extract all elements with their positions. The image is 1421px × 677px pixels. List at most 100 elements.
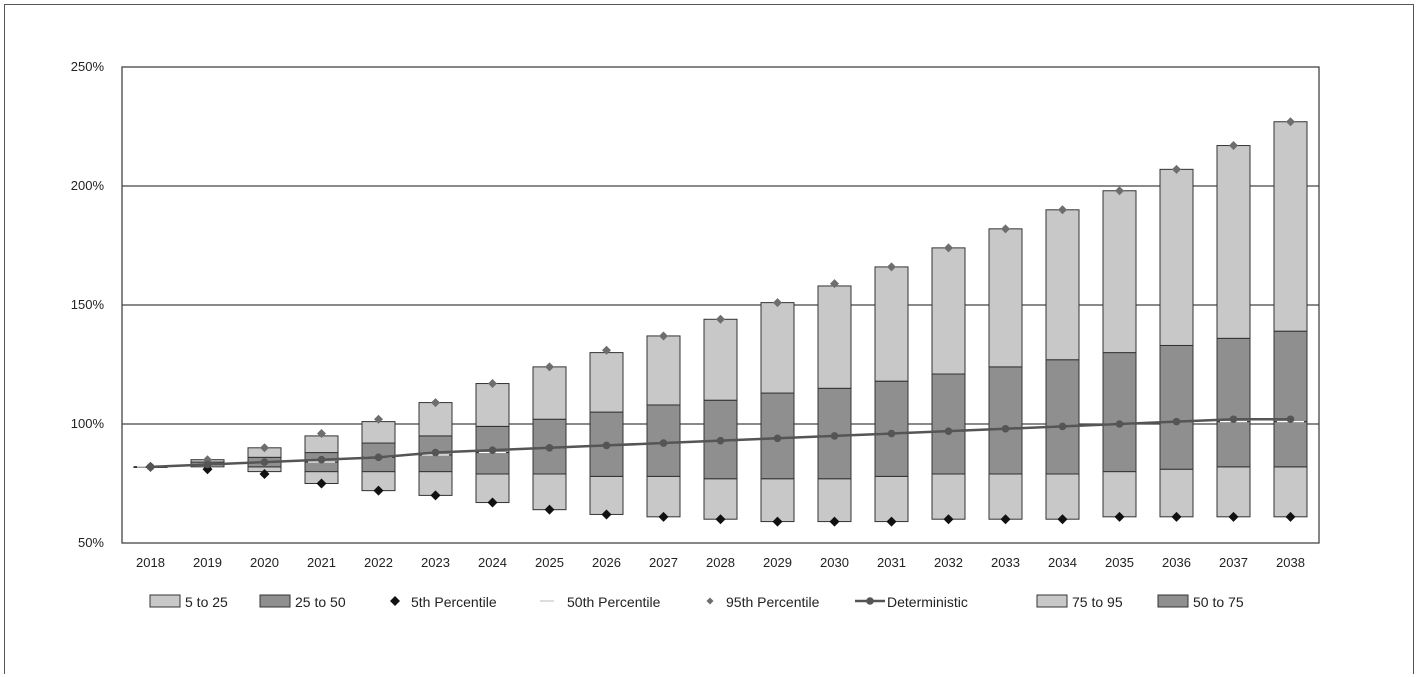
p95-marker: [431, 398, 440, 408]
band-25-50-bar: [304, 461, 339, 473]
band-25-50-bar: [1102, 423, 1137, 473]
p95-marker: [1172, 164, 1181, 174]
band-75-95-bar: [646, 335, 681, 406]
x-tick-label: 2036: [1162, 555, 1191, 570]
band-75-95-bar: [532, 366, 567, 420]
band-75-95-bar: [1273, 121, 1308, 332]
band-5-25-bar: [1045, 473, 1080, 520]
bars: [133, 121, 1308, 523]
band-75-95-bar: [361, 421, 396, 444]
p95-marker: [545, 362, 554, 372]
x-tick-label: 2032: [934, 555, 963, 570]
band-50-75-bar: [1159, 344, 1194, 423]
x-tick-label: 2034: [1048, 555, 1077, 570]
band-50-75-bar: [532, 418, 567, 449]
p5-marker: [772, 516, 783, 527]
p95-marker: [716, 314, 725, 324]
legend-swatch: [1036, 594, 1068, 608]
legend-label: 75 to 95: [1072, 594, 1123, 610]
p95-marker: [887, 262, 896, 272]
band-25-50-bar: [703, 440, 738, 480]
band-5-25-bar: [1216, 466, 1251, 518]
legend-swatch: [149, 594, 181, 608]
p5-marker: [430, 490, 441, 501]
deterministic-point: [374, 453, 383, 462]
band-5-25-bar: [1159, 468, 1194, 518]
p95-marker: [773, 298, 782, 308]
band-25-50-bar: [1159, 421, 1194, 470]
band-50-75-bar: [589, 411, 624, 446]
p95-marker: [602, 345, 611, 355]
band-5-25-bar: [874, 475, 909, 523]
legend-swatch: [1157, 594, 1189, 608]
deterministic-point: [1229, 415, 1238, 424]
p5-marker: [886, 516, 897, 527]
y-axis: 50% 100% 150% 200% 250%: [71, 59, 105, 550]
p5-marker: [658, 511, 669, 522]
p95-marker: [317, 429, 326, 439]
band-5-25-bar: [589, 475, 624, 515]
x-tick-label: 2022: [364, 555, 393, 570]
p5-marker: [1228, 511, 1239, 522]
x-tick-label: 2030: [820, 555, 849, 570]
p5-marker: [487, 497, 498, 508]
band-75-95-bar: [1159, 168, 1194, 346]
band-75-95-bar: [1102, 190, 1137, 354]
band-25-50-bar: [931, 430, 966, 475]
deterministic-point: [488, 446, 497, 454]
band-75-95-bar: [1216, 145, 1251, 339]
deterministic-point: [1001, 424, 1010, 433]
x-axis: 2018 2019 2020 2021 2022 2023 2024 2025 2026 2027…: [136, 555, 1305, 570]
chart-frame: [4, 4, 1414, 674]
band-75-95-bar: [589, 352, 624, 413]
deterministic-point: [1058, 422, 1067, 431]
band-50-75-bar: [646, 404, 681, 444]
band-5-25-bar: [703, 478, 738, 520]
y-tick-label: 250%: [71, 59, 105, 74]
p5-marker: [943, 514, 954, 525]
band-25-50-bar: [817, 435, 852, 480]
band-25-50-bar: [760, 437, 795, 480]
deterministic-point: [773, 434, 782, 443]
deterministic-point: [602, 441, 611, 450]
deterministic-point: [260, 458, 269, 466]
p5-marker: [715, 514, 726, 525]
band-25-50-bar: [988, 428, 1023, 475]
x-tick-label: 2018: [136, 555, 165, 570]
p95-marker: [260, 443, 269, 453]
p95-marker: [830, 279, 839, 289]
p95-marker: [1229, 141, 1238, 151]
x-tick-label: 2024: [478, 555, 507, 570]
p5-marker: [373, 485, 384, 496]
band-75-95-bar: [931, 247, 966, 375]
p95-marker: [1058, 205, 1067, 215]
band-25-50-bar: [646, 442, 681, 477]
p95-marker: [944, 243, 953, 253]
x-tick-label: 2033: [991, 555, 1020, 570]
p5-marker: [601, 509, 612, 520]
x-tick-label: 2025: [535, 555, 564, 570]
legend-label: 25 to 50: [295, 594, 346, 610]
p95-marker: [1001, 224, 1010, 234]
y-tick-label: 50%: [78, 535, 104, 550]
legend-label: Deterministic: [887, 594, 968, 610]
p5-marker: [259, 468, 270, 479]
band-50-75-bar: [1045, 359, 1080, 427]
band-25-50-bar: [1045, 425, 1080, 475]
deterministic-point: [203, 460, 212, 469]
band-25-50-bar: [1273, 421, 1308, 468]
p95-marker: [488, 379, 497, 389]
band-75-95-bar: [817, 285, 852, 389]
band-5-25-bar: [817, 478, 852, 523]
p95-marker: [659, 331, 668, 341]
band-25-50-bar: [418, 454, 453, 473]
band-75-95-bar: [703, 318, 738, 401]
band-25-50-bar: [1216, 421, 1251, 468]
legend-label: 5 to 25: [185, 594, 228, 610]
legend-label: 5th Percentile: [411, 594, 497, 610]
deterministic-point: [716, 436, 725, 445]
y-tick-label: 150%: [71, 297, 105, 312]
band-50-75-bar: [988, 366, 1023, 430]
legend: 5 to 25 25 to 50 5th Percentile 50th Percen…: [149, 594, 1244, 610]
x-tick-label: 2021: [307, 555, 336, 570]
